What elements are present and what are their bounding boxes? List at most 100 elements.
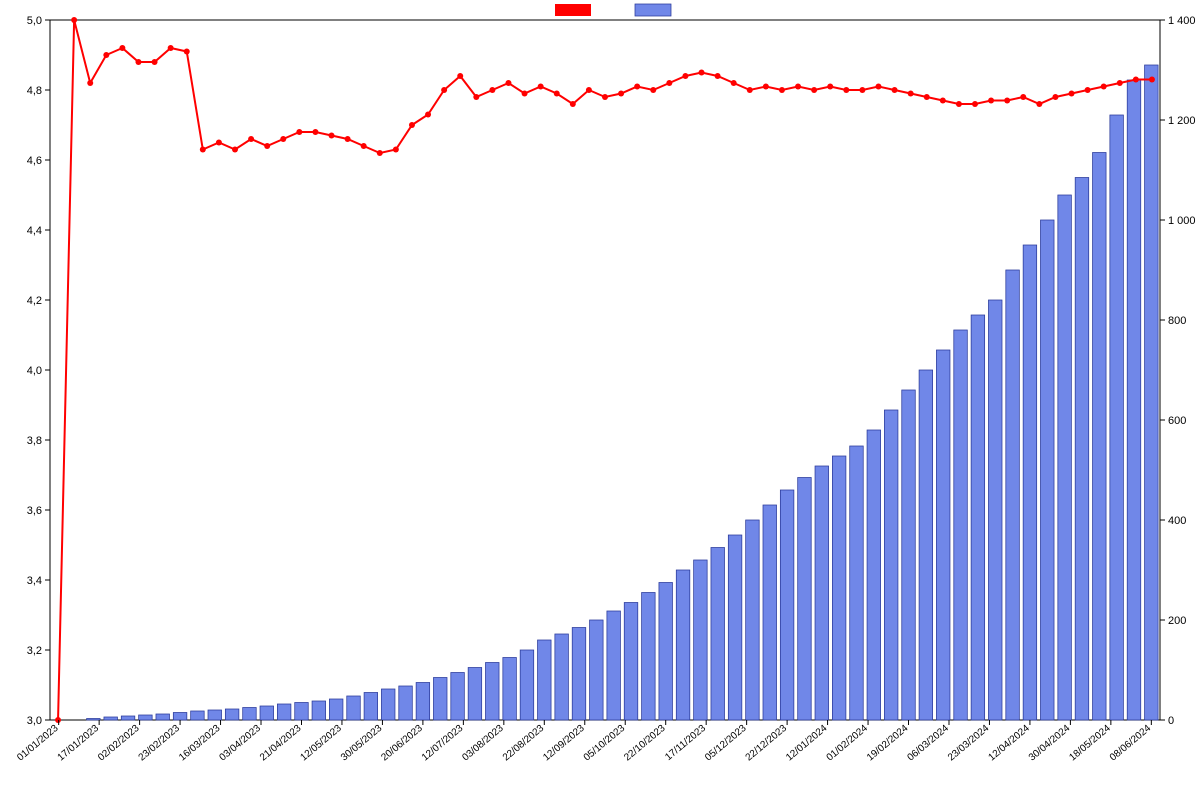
x-tick-label: 22/12/2023 (744, 723, 790, 764)
rating-marker (1133, 77, 1139, 83)
rating-marker (168, 45, 174, 51)
rating-marker (1020, 94, 1026, 100)
bar (364, 693, 378, 721)
rating-marker (296, 129, 302, 135)
bar (780, 490, 794, 720)
bar (416, 683, 430, 721)
bar (208, 710, 222, 720)
rating-marker (586, 87, 592, 93)
bar (1110, 115, 1124, 720)
bar (312, 701, 326, 720)
rating-marker (312, 129, 318, 135)
x-tick-label: 20/06/2023 (379, 723, 425, 764)
rating-marker (409, 122, 415, 128)
x-tick-label: 18/05/2024 (1067, 723, 1113, 764)
bar (243, 708, 257, 721)
rating-marker (650, 87, 656, 93)
rating-marker (570, 101, 576, 107)
x-tick-label: 03/08/2023 (460, 723, 506, 764)
bar (139, 715, 153, 720)
bar (607, 611, 621, 720)
x-tick-label: 06/03/2024 (905, 723, 951, 764)
bar (1145, 65, 1159, 720)
x-tick-label: 17/11/2023 (663, 723, 708, 763)
rating-marker (972, 101, 978, 107)
rating-marker (1149, 77, 1155, 83)
y-left-tick-label: 3,8 (27, 435, 42, 447)
bar (173, 713, 187, 721)
bar (902, 390, 916, 720)
bar (295, 703, 309, 721)
rating-marker (988, 98, 994, 104)
y-right-tick-label: 600 (1168, 415, 1186, 427)
bar (954, 330, 968, 720)
bar (1023, 245, 1037, 720)
rating-marker (875, 84, 881, 90)
bar (988, 300, 1002, 720)
y-left-tick-label: 4,4 (27, 225, 42, 237)
x-tick-label: 22/10/2023 (622, 723, 668, 764)
rating-marker (329, 133, 335, 139)
bar (832, 456, 846, 720)
x-tick-label: 01/01/2023 (15, 723, 61, 764)
rating-marker (924, 94, 930, 100)
rating-marker (1069, 91, 1075, 97)
rating-marker (345, 136, 351, 142)
bar (624, 603, 638, 721)
rating-marker (1004, 98, 1010, 104)
x-tick-label: 30/04/2024 (1027, 723, 1073, 764)
bar (260, 706, 274, 720)
rating-marker (731, 80, 737, 86)
y-right-tick-label: 0 (1168, 715, 1174, 727)
rating-marker (811, 87, 817, 93)
bar (659, 583, 673, 721)
rating-marker (216, 140, 222, 146)
rating-marker (827, 84, 833, 90)
rating-marker (393, 147, 399, 153)
rating-marker (200, 147, 206, 153)
y-right-tick-label: 800 (1168, 315, 1186, 327)
bar (1127, 80, 1141, 720)
rating-marker (602, 94, 608, 100)
rating-marker (457, 73, 463, 79)
bar (936, 350, 950, 720)
bar (694, 560, 708, 720)
rating-marker (522, 91, 528, 97)
y-right-axis: 02004006008001 0001 2001 400 (1160, 15, 1196, 727)
x-tick-label: 23/02/2023 (137, 723, 183, 764)
bar (711, 548, 725, 721)
bar (590, 620, 604, 720)
rating-marker (1101, 84, 1107, 90)
bar (1075, 178, 1089, 721)
x-tick-label: 21/04/2023 (258, 723, 304, 764)
rating-marker (715, 73, 721, 79)
rating-marker (184, 49, 190, 55)
rating-marker (618, 91, 624, 97)
bar (728, 535, 742, 720)
rating-marker (554, 91, 560, 97)
rating-marker (1085, 87, 1091, 93)
bar (884, 410, 898, 720)
rating-marker (682, 73, 688, 79)
rating-marker (248, 136, 254, 142)
rating-marker (538, 84, 544, 90)
bar (87, 719, 101, 721)
bar (329, 699, 343, 720)
bar (503, 658, 517, 721)
y-right-tick-label: 200 (1168, 615, 1186, 627)
bar (555, 634, 569, 720)
rating-marker (377, 150, 383, 156)
rating-marker (505, 80, 511, 86)
rating-line (58, 20, 1152, 720)
rating-marker (859, 87, 865, 93)
rating-marker (634, 84, 640, 90)
bar (486, 663, 500, 721)
x-tick-label: 03/04/2023 (218, 723, 264, 764)
rating-marker (280, 136, 286, 142)
y-right-tick-label: 1 000 (1168, 215, 1196, 227)
x-tick-label: 23/03/2024 (946, 723, 992, 764)
x-tick-label: 05/10/2023 (582, 723, 628, 764)
x-tick-label: 12/05/2023 (298, 723, 344, 764)
rating-marker (87, 80, 93, 86)
y-left-tick-label: 4,0 (27, 365, 42, 377)
